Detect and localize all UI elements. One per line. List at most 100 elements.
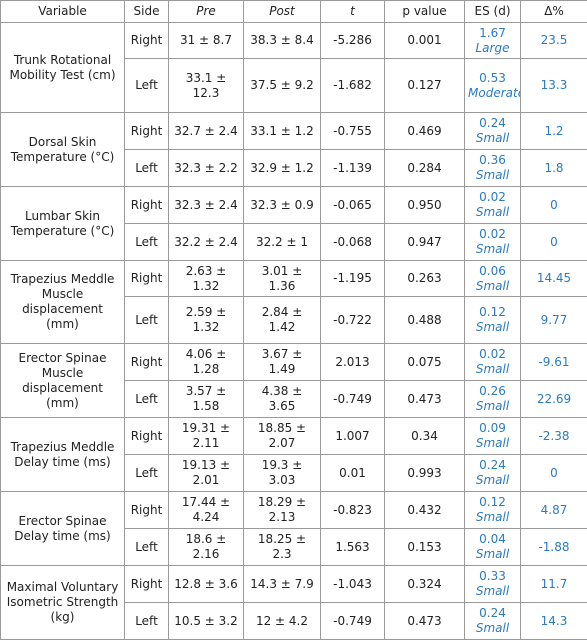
- es-value: 0.02: [479, 227, 506, 241]
- delta-cell: -1.88: [520, 528, 587, 566]
- es-magnitude: Large: [475, 40, 510, 55]
- delta-cell: 23.5: [520, 22, 587, 59]
- pre-cell: 32.3 ± 2.2: [168, 149, 244, 187]
- es-cell: 0.09 Small: [464, 417, 521, 455]
- delta-cell: 1.8: [520, 149, 587, 187]
- pre-cell: 18.6 ± 2.16: [168, 528, 244, 566]
- variable-cell: Erector Spinae Delay time (ms): [0, 491, 125, 566]
- es-value: 0.24: [479, 606, 506, 620]
- post-cell: 18.29 ± 2.13: [243, 491, 321, 529]
- pre-cell: 32.3 ± 2.4: [168, 186, 244, 224]
- pre-cell: 12.8 ± 3.6: [168, 565, 244, 603]
- t-cell: -0.065: [320, 186, 385, 224]
- table-row: Trapezius Meddle Delay time (ms) Right 19.…: [0, 417, 587, 492]
- table-row: Left 32.2 ± 2.4 32.2 ± 1 -0.068 0.947 0.02 Sma…: [1, 223, 587, 261]
- pre-cell: 31 ± 8.7: [168, 22, 244, 59]
- es-value: 0.12: [479, 305, 506, 319]
- post-cell: 32.3 ± 0.9: [243, 186, 321, 224]
- pre-cell: 32.7 ± 2.4: [168, 112, 244, 150]
- es-cell: 0.12 Small: [464, 296, 521, 344]
- post-cell: 18.85 ± 2.07: [243, 417, 321, 455]
- p-cell: 0.001: [384, 22, 465, 59]
- es-value: 0.04: [479, 532, 506, 546]
- p-cell: 0.263: [384, 260, 465, 297]
- pre-cell: 3.57 ± 1.58: [168, 380, 244, 418]
- side-cell: Left: [124, 149, 169, 187]
- table-body: Trunk Rotational Mobility Test (cm) Right…: [0, 22, 587, 640]
- pre-cell: 17.44 ± 4.24: [168, 491, 244, 529]
- p-cell: 0.34: [384, 417, 465, 455]
- table-row: Left 33.1 ± 12.3 37.5 ± 9.2 -1.682 0.127 0.53…: [1, 58, 587, 113]
- p-cell: 0.284: [384, 149, 465, 187]
- delta-cell: 14.45: [520, 260, 587, 297]
- t-cell: 0.01: [320, 454, 385, 492]
- es-magnitude: Small: [475, 621, 510, 635]
- t-cell: -0.722: [320, 296, 385, 344]
- es-magnitude: Small: [475, 547, 510, 561]
- table-row: Trunk Rotational Mobility Test (cm) Right…: [0, 22, 587, 113]
- side-cell: Right: [124, 565, 169, 603]
- table-row: Erector Spinae Muscle displacement (mm) R…: [0, 343, 587, 418]
- pre-cell: 19.31 ± 2.11: [168, 417, 244, 455]
- pre-cell: 10.5 ± 3.2: [168, 602, 244, 640]
- t-cell: -0.068: [320, 223, 385, 261]
- p-cell: 0.947: [384, 223, 465, 261]
- table-row: Maximal Voluntary Isometric Strength (kg…: [0, 565, 587, 640]
- t-cell: 1.563: [320, 528, 385, 566]
- pre-cell: 33.1 ± 12.3: [168, 58, 244, 113]
- p-cell: 0.432: [384, 491, 465, 529]
- es-magnitude: Small: [475, 362, 510, 376]
- table-row: Trapezius Meddle Muscle displacement (mm…: [0, 260, 587, 344]
- column-header: Variable: [0, 0, 125, 23]
- es-cell: 0.06 Small: [464, 260, 521, 297]
- side-cell: Right: [124, 186, 169, 224]
- table-row: Lumbar Skin Temperature (°C) Right 32.3 ± …: [0, 186, 587, 261]
- es-value: 1.67: [479, 25, 506, 40]
- post-cell: 4.38 ± 3.65: [243, 380, 321, 418]
- post-cell: 12 ± 4.2: [243, 602, 321, 640]
- table-row: Dorsal Skin Temperature (°C) Right 32.7 ± …: [0, 112, 587, 187]
- variable-cell: Trapezius Meddle Delay time (ms): [0, 417, 125, 492]
- t-cell: -1.139: [320, 149, 385, 187]
- post-cell: 32.2 ± 1: [243, 223, 321, 261]
- post-cell: 33.1 ± 1.2: [243, 112, 321, 150]
- table-row: Erector Spinae Delay time (ms) Right 17.44…: [0, 491, 587, 566]
- delta-cell: -2.38: [520, 417, 587, 455]
- p-cell: 0.153: [384, 528, 465, 566]
- es-cell: 0.53 Moderate: [464, 58, 521, 113]
- t-cell: 2.013: [320, 343, 385, 381]
- p-cell: 0.075: [384, 343, 465, 381]
- es-magnitude: Small: [475, 205, 510, 219]
- p-cell: 0.993: [384, 454, 465, 492]
- column-header: p value: [384, 0, 465, 23]
- es-value: 0.02: [479, 190, 506, 204]
- column-header: Side: [124, 0, 169, 23]
- p-cell: 0.473: [384, 602, 465, 640]
- post-cell: 19.3 ± 3.03: [243, 454, 321, 492]
- side-cell: Right: [124, 112, 169, 150]
- table-row: Left 19.13 ± 2.01 19.3 ± 3.03 0.01 0.993 0.24…: [1, 454, 587, 492]
- es-cell: 0.26 Small: [464, 380, 521, 418]
- p-cell: 0.469: [384, 112, 465, 150]
- post-cell: 38.3 ± 8.4: [243, 22, 321, 59]
- column-header: t: [320, 0, 385, 23]
- table-row: Left 10.5 ± 3.2 12 ± 4.2 -0.749 0.473 0.24 Sma…: [1, 602, 587, 640]
- side-cell: Left: [124, 296, 169, 344]
- es-cell: 1.67 Large: [464, 22, 521, 59]
- side-cell: Left: [124, 602, 169, 640]
- side-cell: Right: [124, 22, 169, 59]
- delta-cell: 1.2: [520, 112, 587, 150]
- side-cell: Left: [124, 380, 169, 418]
- t-cell: -1.043: [320, 565, 385, 603]
- es-magnitude: Small: [475, 584, 510, 598]
- t-cell: -5.286: [320, 22, 385, 59]
- t-cell: -0.823: [320, 491, 385, 529]
- delta-cell: 14.3: [520, 602, 587, 640]
- es-cell: 0.12 Small: [464, 491, 521, 529]
- post-cell: 37.5 ± 9.2: [243, 58, 321, 113]
- delta-cell: 11.7: [520, 565, 587, 603]
- t-cell: -0.749: [320, 602, 385, 640]
- delta-cell: -9.61: [520, 343, 587, 381]
- post-cell: 3.67 ± 1.49: [243, 343, 321, 381]
